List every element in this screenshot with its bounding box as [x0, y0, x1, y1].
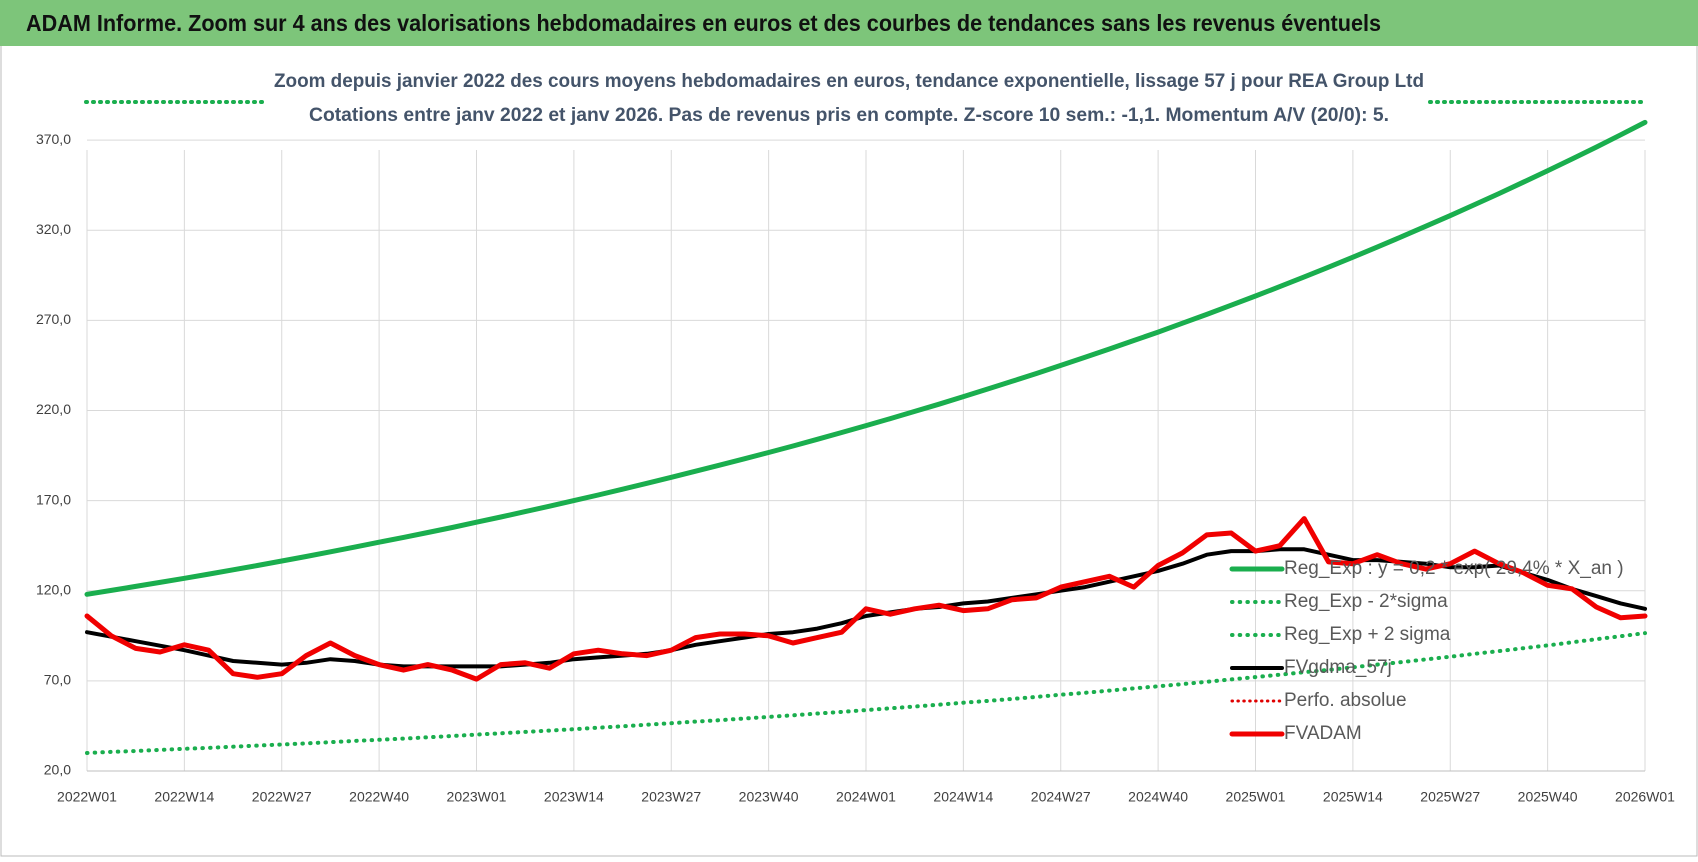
x-tick-label: 2023W14 [544, 789, 604, 805]
series-line [84, 516, 1648, 682]
series-line [85, 631, 1647, 755]
legend-label: Reg_Exp : y = 0,2 * exp( 29,4% * X_an ) [1284, 558, 1624, 579]
x-tick-label: 2022W14 [154, 789, 214, 805]
legend: Reg_Exp : y = 0,2 * exp( 29,4% * X_an ) R… [1229, 558, 1624, 744]
x-tick-label: 2024W14 [933, 789, 993, 805]
x-tick-label: 2026W01 [1615, 789, 1675, 805]
legend-label: Reg_Exp + 2 sigma [1284, 624, 1451, 645]
lines [84, 119, 1648, 755]
x-tick-label: 2023W40 [739, 789, 799, 805]
x-tick-label: 2024W01 [836, 789, 896, 805]
x-tick-label: 2025W01 [1226, 789, 1286, 805]
grid: 20,0 70,0 120,0 170,0 220,0 270,0 320,0 370,0 20… [36, 131, 1675, 805]
x-tick-label: 2024W27 [1031, 789, 1091, 805]
y-tick-label: 170,0 [36, 491, 71, 507]
legend-label: Reg_Exp - 2*sigma [1284, 591, 1448, 612]
series-line [84, 119, 1648, 597]
x-tick-label: 2025W14 [1323, 789, 1383, 805]
legend-label: FVADAM [1284, 723, 1362, 744]
legend-label: Perfo. absolue [1284, 690, 1407, 711]
chart-subtitle: Cotations entre janv 2022 et janv 2026. … [309, 105, 1389, 126]
legend-label: FVgdma_57j [1284, 657, 1392, 678]
y-tick-label: 320,0 [36, 221, 71, 237]
y-tick-label: 270,0 [36, 311, 71, 327]
x-tick-label: 2023W01 [447, 789, 507, 805]
header-bar [0, 0, 1698, 46]
y-tick-label: 70,0 [44, 672, 71, 688]
x-tick-label: 2025W27 [1420, 789, 1480, 805]
x-tick-label: 2024W40 [1128, 789, 1188, 805]
y-tick-label: 370,0 [36, 131, 71, 147]
x-tick-label: 2022W01 [57, 789, 117, 805]
header-title: ADAM Informe. Zoom sur 4 ans des valoris… [26, 10, 1381, 36]
x-tick-label: 2023W27 [641, 789, 701, 805]
x-tick-label: 2022W27 [252, 789, 312, 805]
chart-title: Zoom depuis janvier 2022 des cours moyen… [274, 71, 1424, 92]
series-line [85, 547, 1647, 669]
y-tick-label: 120,0 [36, 581, 71, 597]
y-tick-label: 20,0 [44, 762, 71, 778]
y-tick-label: 220,0 [36, 401, 71, 417]
x-tick-label: 2022W40 [349, 789, 409, 805]
x-tick-label: 2025W40 [1518, 789, 1578, 805]
